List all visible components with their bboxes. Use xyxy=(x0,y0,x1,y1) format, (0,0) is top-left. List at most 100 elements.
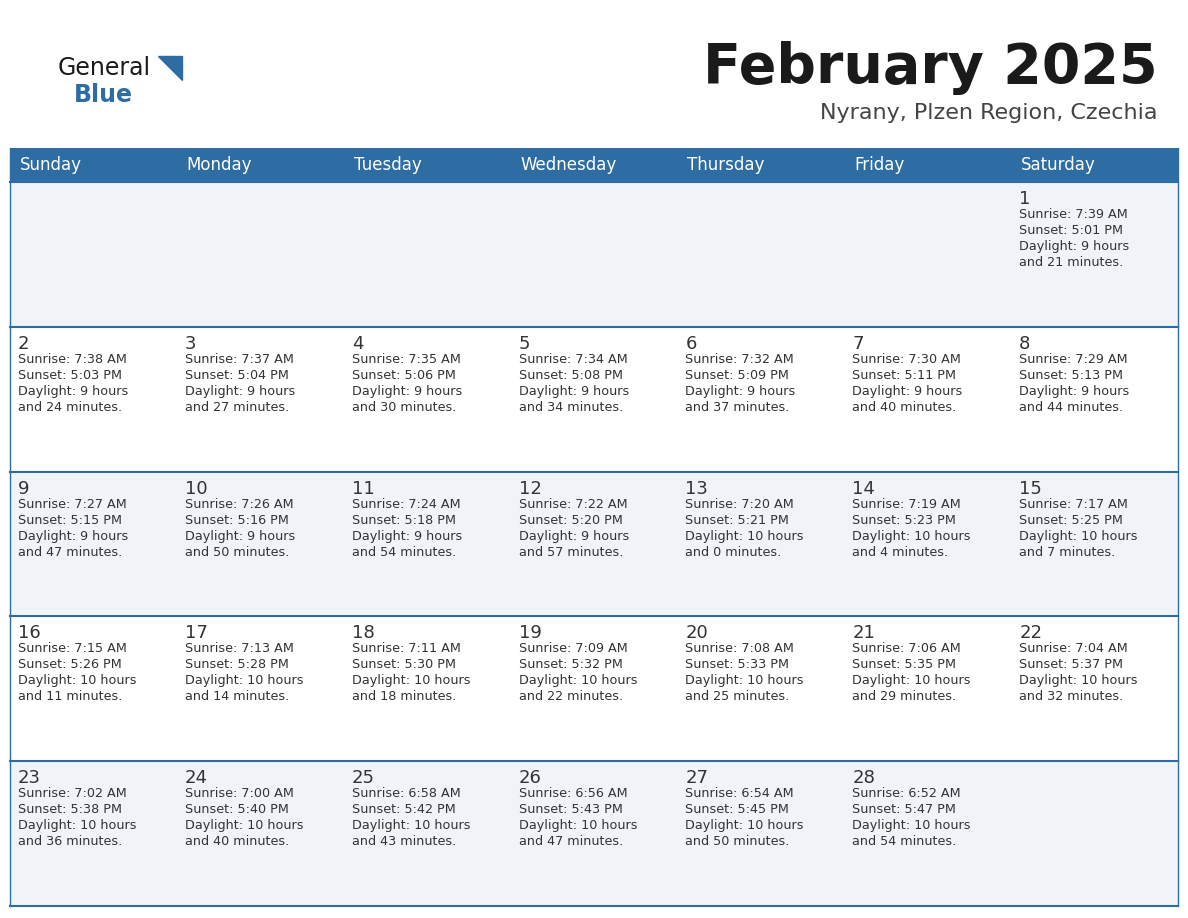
Text: Sunset: 5:09 PM: Sunset: 5:09 PM xyxy=(685,369,789,382)
Text: Sunset: 5:13 PM: Sunset: 5:13 PM xyxy=(1019,369,1123,382)
Text: Daylight: 9 hours: Daylight: 9 hours xyxy=(852,385,962,397)
Text: Sunrise: 7:15 AM: Sunrise: 7:15 AM xyxy=(18,643,127,655)
Text: and 34 minutes.: and 34 minutes. xyxy=(519,401,623,414)
Text: and 50 minutes.: and 50 minutes. xyxy=(685,835,790,848)
Text: 22: 22 xyxy=(1019,624,1042,643)
Text: Sunset: 5:47 PM: Sunset: 5:47 PM xyxy=(852,803,956,816)
Text: Sunset: 5:33 PM: Sunset: 5:33 PM xyxy=(685,658,790,671)
Text: 19: 19 xyxy=(519,624,542,643)
Text: Daylight: 10 hours: Daylight: 10 hours xyxy=(185,675,303,688)
Text: Daylight: 10 hours: Daylight: 10 hours xyxy=(352,675,470,688)
Text: Sunset: 5:35 PM: Sunset: 5:35 PM xyxy=(852,658,956,671)
Text: Sunset: 5:30 PM: Sunset: 5:30 PM xyxy=(352,658,456,671)
Text: Daylight: 10 hours: Daylight: 10 hours xyxy=(185,819,303,833)
Text: Sunrise: 7:00 AM: Sunrise: 7:00 AM xyxy=(185,788,293,800)
Bar xyxy=(10,327,1178,472)
Text: and 50 minutes.: and 50 minutes. xyxy=(185,545,289,558)
Text: Daylight: 10 hours: Daylight: 10 hours xyxy=(352,819,470,833)
Text: Sunset: 5:38 PM: Sunset: 5:38 PM xyxy=(18,803,122,816)
Text: and 7 minutes.: and 7 minutes. xyxy=(1019,545,1116,558)
Text: Sunset: 5:28 PM: Sunset: 5:28 PM xyxy=(185,658,289,671)
Text: Sunset: 5:37 PM: Sunset: 5:37 PM xyxy=(1019,658,1123,671)
Text: Sunset: 5:08 PM: Sunset: 5:08 PM xyxy=(519,369,623,382)
Text: 21: 21 xyxy=(852,624,876,643)
Text: 2: 2 xyxy=(18,335,30,353)
Text: and 29 minutes.: and 29 minutes. xyxy=(852,690,956,703)
Bar xyxy=(10,182,1178,327)
Text: 8: 8 xyxy=(1019,335,1030,353)
Text: Sunrise: 7:17 AM: Sunrise: 7:17 AM xyxy=(1019,498,1129,510)
Text: Daylight: 9 hours: Daylight: 9 hours xyxy=(352,530,462,543)
Text: Daylight: 9 hours: Daylight: 9 hours xyxy=(185,530,295,543)
Text: Sunrise: 7:27 AM: Sunrise: 7:27 AM xyxy=(18,498,127,510)
Text: Sunset: 5:04 PM: Sunset: 5:04 PM xyxy=(185,369,289,382)
Text: Sunrise: 7:26 AM: Sunrise: 7:26 AM xyxy=(185,498,293,510)
Text: 15: 15 xyxy=(1019,479,1042,498)
Text: Sunset: 5:40 PM: Sunset: 5:40 PM xyxy=(185,803,289,816)
Text: Wednesday: Wednesday xyxy=(520,156,617,174)
Text: Sunrise: 7:34 AM: Sunrise: 7:34 AM xyxy=(519,353,627,365)
Text: and 44 minutes.: and 44 minutes. xyxy=(1019,401,1124,414)
Text: Daylight: 10 hours: Daylight: 10 hours xyxy=(685,819,804,833)
Text: Daylight: 9 hours: Daylight: 9 hours xyxy=(685,385,796,397)
Text: Sunrise: 7:20 AM: Sunrise: 7:20 AM xyxy=(685,498,795,510)
Text: Daylight: 10 hours: Daylight: 10 hours xyxy=(18,819,137,833)
Text: Sunrise: 7:39 AM: Sunrise: 7:39 AM xyxy=(1019,208,1127,221)
Text: Sunrise: 7:22 AM: Sunrise: 7:22 AM xyxy=(519,498,627,510)
Text: Sunset: 5:45 PM: Sunset: 5:45 PM xyxy=(685,803,789,816)
Text: Sunset: 5:32 PM: Sunset: 5:32 PM xyxy=(519,658,623,671)
Text: Sunrise: 7:37 AM: Sunrise: 7:37 AM xyxy=(185,353,293,365)
Text: and 30 minutes.: and 30 minutes. xyxy=(352,401,456,414)
Text: Sunset: 5:11 PM: Sunset: 5:11 PM xyxy=(852,369,956,382)
Text: and 54 minutes.: and 54 minutes. xyxy=(352,545,456,558)
Text: and 21 minutes.: and 21 minutes. xyxy=(1019,256,1124,269)
Text: Sunset: 5:21 PM: Sunset: 5:21 PM xyxy=(685,513,789,527)
Text: and 40 minutes.: and 40 minutes. xyxy=(185,835,289,848)
Text: Sunset: 5:26 PM: Sunset: 5:26 PM xyxy=(18,658,121,671)
Text: Sunrise: 7:04 AM: Sunrise: 7:04 AM xyxy=(1019,643,1127,655)
Text: Sunrise: 7:13 AM: Sunrise: 7:13 AM xyxy=(185,643,293,655)
Bar xyxy=(10,616,1178,761)
Text: and 25 minutes.: and 25 minutes. xyxy=(685,690,790,703)
Text: and 36 minutes.: and 36 minutes. xyxy=(18,835,122,848)
Text: Sunrise: 7:24 AM: Sunrise: 7:24 AM xyxy=(352,498,460,510)
Text: Daylight: 10 hours: Daylight: 10 hours xyxy=(852,675,971,688)
Text: Daylight: 9 hours: Daylight: 9 hours xyxy=(185,385,295,397)
Text: and 32 minutes.: and 32 minutes. xyxy=(1019,690,1124,703)
Text: Sunset: 5:16 PM: Sunset: 5:16 PM xyxy=(185,513,289,527)
Bar xyxy=(10,761,1178,906)
Text: 3: 3 xyxy=(185,335,196,353)
Text: and 37 minutes.: and 37 minutes. xyxy=(685,401,790,414)
Text: Sunset: 5:23 PM: Sunset: 5:23 PM xyxy=(852,513,956,527)
Text: 4: 4 xyxy=(352,335,364,353)
Text: Sunday: Sunday xyxy=(20,156,82,174)
Text: 27: 27 xyxy=(685,769,708,788)
Text: Daylight: 9 hours: Daylight: 9 hours xyxy=(18,530,128,543)
Text: Sunset: 5:42 PM: Sunset: 5:42 PM xyxy=(352,803,455,816)
Text: 28: 28 xyxy=(852,769,876,788)
Text: Daylight: 10 hours: Daylight: 10 hours xyxy=(1019,530,1138,543)
Text: Daylight: 10 hours: Daylight: 10 hours xyxy=(519,819,637,833)
Text: Sunset: 5:06 PM: Sunset: 5:06 PM xyxy=(352,369,455,382)
Text: Sunrise: 7:11 AM: Sunrise: 7:11 AM xyxy=(352,643,461,655)
Text: 11: 11 xyxy=(352,479,374,498)
Text: and 11 minutes.: and 11 minutes. xyxy=(18,690,122,703)
Text: and 47 minutes.: and 47 minutes. xyxy=(18,545,122,558)
Text: General: General xyxy=(58,56,151,80)
Text: Daylight: 9 hours: Daylight: 9 hours xyxy=(352,385,462,397)
Text: 17: 17 xyxy=(185,624,208,643)
Text: Sunrise: 6:54 AM: Sunrise: 6:54 AM xyxy=(685,788,794,800)
Text: Daylight: 10 hours: Daylight: 10 hours xyxy=(852,819,971,833)
Text: Daylight: 10 hours: Daylight: 10 hours xyxy=(1019,675,1138,688)
Text: and 4 minutes.: and 4 minutes. xyxy=(852,545,948,558)
Text: 13: 13 xyxy=(685,479,708,498)
Text: Nyrany, Plzen Region, Czechia: Nyrany, Plzen Region, Czechia xyxy=(821,103,1158,123)
Text: and 0 minutes.: and 0 minutes. xyxy=(685,545,782,558)
Text: Sunset: 5:15 PM: Sunset: 5:15 PM xyxy=(18,513,122,527)
Text: Sunset: 5:25 PM: Sunset: 5:25 PM xyxy=(1019,513,1123,527)
Text: Sunrise: 6:52 AM: Sunrise: 6:52 AM xyxy=(852,788,961,800)
Text: and 14 minutes.: and 14 minutes. xyxy=(185,690,289,703)
Text: and 40 minutes.: and 40 minutes. xyxy=(852,401,956,414)
Text: Sunrise: 7:19 AM: Sunrise: 7:19 AM xyxy=(852,498,961,510)
Text: Sunrise: 7:30 AM: Sunrise: 7:30 AM xyxy=(852,353,961,365)
